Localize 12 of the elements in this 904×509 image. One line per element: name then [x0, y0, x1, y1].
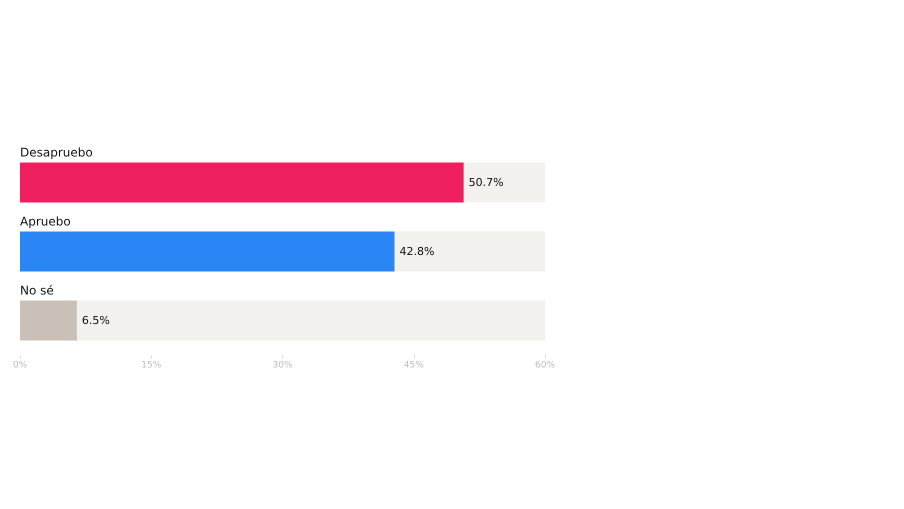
x-tick-label: 30%: [272, 360, 293, 370]
y-tick-label: No sé: [20, 284, 54, 298]
data-label: 6.5%: [82, 314, 110, 327]
bar: [20, 300, 77, 340]
data-label: 50.7%: [468, 176, 504, 189]
x-tick-label: 45%: [404, 360, 424, 370]
y-tick-label: Desapruebo: [20, 146, 93, 160]
y-tick-label: Apruebo: [20, 214, 71, 228]
x-tick-label: 0%: [12, 360, 28, 370]
x-tick-label: 15%: [141, 360, 162, 370]
x-tick-label: 60%: [534, 360, 556, 370]
data-label: 42.8%: [400, 245, 434, 258]
